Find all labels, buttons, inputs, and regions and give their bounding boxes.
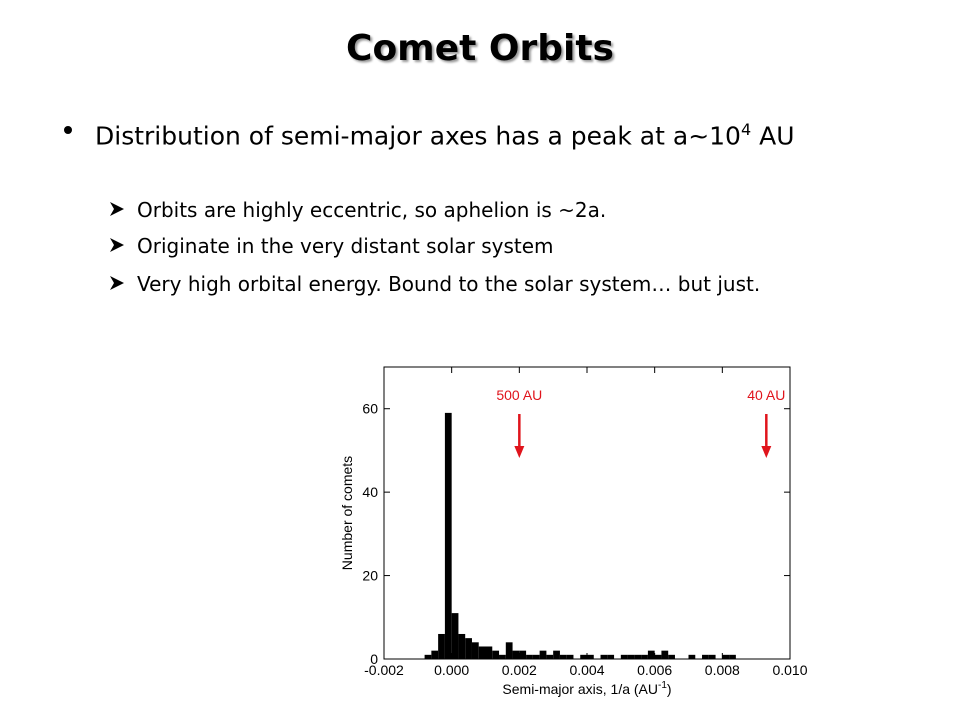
sub-bullet-icon: [110, 238, 124, 252]
sub-bullet: Orbits are highly eccentric, so aphelion…: [137, 198, 607, 222]
bar: [485, 646, 493, 659]
x-axis-title-sup: -1: [658, 680, 667, 691]
x-tick-label: 0.000: [434, 662, 469, 678]
x-axis-title: Semi-major axis, 1/a (AU-1): [502, 680, 671, 697]
sub-bullet-icon: [110, 202, 124, 216]
x-axis-title-text: ): [667, 681, 672, 697]
bar: [722, 654, 730, 659]
bar: [492, 650, 500, 659]
bar: [702, 654, 709, 659]
bar: [451, 613, 459, 659]
bar: [546, 654, 554, 659]
bar: [634, 654, 642, 659]
bar: [539, 650, 547, 659]
bullet-text: Distribution of semi-major axes has a pe…: [95, 121, 741, 151]
bullet: Distribution of semi-major axes has a pe…: [95, 112, 795, 153]
bar: [458, 633, 466, 659]
annotation-label: 40 AU: [747, 387, 785, 403]
annotation-arrowhead: [761, 446, 772, 458]
x-tick-label: -0.002: [364, 662, 404, 678]
bar: [566, 654, 574, 659]
bar: [580, 654, 587, 659]
bar: [559, 654, 567, 659]
x-tick-label: 0.008: [705, 662, 740, 678]
annotation-label: 500 AU: [496, 387, 542, 403]
bar: [553, 650, 560, 659]
bullet-text: AU: [751, 121, 795, 151]
bar: [627, 654, 635, 659]
bar: [654, 654, 662, 659]
bar: [512, 650, 520, 659]
bar: [600, 654, 608, 659]
bar: [499, 654, 506, 659]
sub-bullet-icon: [110, 276, 124, 290]
bar: [478, 646, 486, 659]
x-tick-label: 0.006: [637, 662, 672, 678]
bar: [519, 650, 527, 659]
bar: [471, 642, 479, 659]
bar: [532, 654, 540, 659]
bar: [688, 654, 696, 659]
bar: [526, 654, 533, 659]
bullet-dot: [64, 126, 72, 134]
bar: [465, 638, 472, 659]
bar: [444, 412, 452, 659]
bar: [641, 654, 648, 659]
x-tick-label: 0.002: [502, 662, 537, 678]
y-tick-label: 20: [362, 568, 378, 584]
x-tick-label: 0.004: [569, 662, 604, 678]
bar: [505, 642, 513, 659]
annotation-arrowhead: [514, 446, 525, 458]
bar: [620, 654, 628, 659]
sub-bullet: Originate in the very distant solar syst…: [137, 234, 554, 258]
x-tick-label: 0.010: [772, 662, 807, 678]
slide-title: Comet Orbits: [346, 28, 614, 69]
bar: [424, 654, 432, 659]
y-tick-label: 60: [362, 401, 378, 417]
bar: [438, 633, 445, 659]
bar: [647, 650, 655, 659]
bar: [661, 650, 669, 659]
y-axis-title: Number of comets: [339, 456, 355, 570]
bar: [587, 654, 594, 659]
bar: [729, 654, 736, 659]
bar: [607, 654, 615, 659]
y-tick-label: 40: [362, 484, 378, 500]
sub-bullet: Very high orbital energy. Bound to the s…: [137, 272, 761, 296]
y-tick-label: 0: [370, 651, 378, 667]
bar: [708, 654, 716, 659]
x-axis-title-text: Semi-major axis, 1/a (AU: [502, 681, 658, 697]
bar: [668, 654, 675, 659]
bullet-sup: 4: [740, 120, 752, 139]
bar: [431, 650, 439, 659]
